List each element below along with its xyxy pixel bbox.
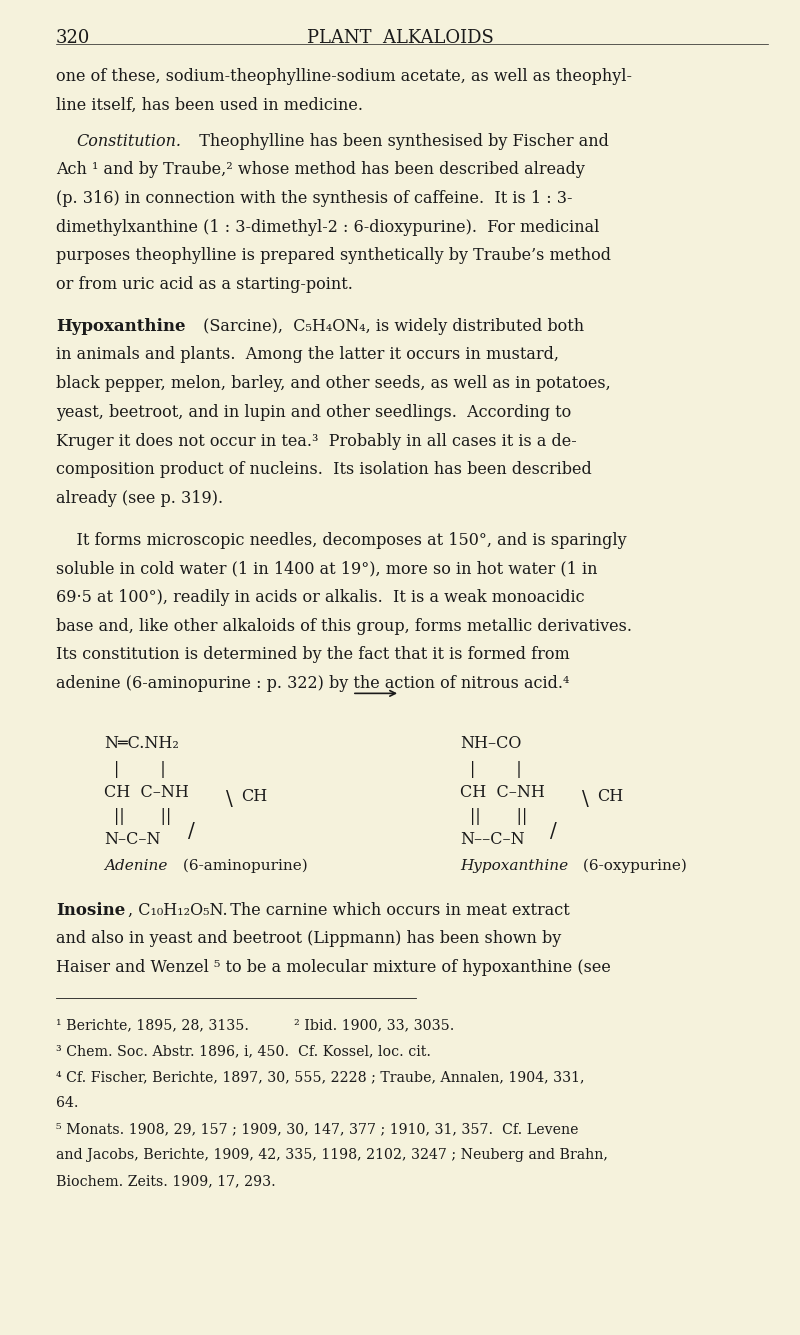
Text: adenine (6-aminopurine : p. 322) by the action of nitrous acid.⁴: adenine (6-aminopurine : p. 322) by the …	[56, 676, 570, 692]
Text: line itself, has been used in medicine.: line itself, has been used in medicine.	[56, 96, 363, 113]
Text: yeast, beetroot, and in lupin and other seedlings.  According to: yeast, beetroot, and in lupin and other …	[56, 405, 571, 421]
Text: Inosine: Inosine	[56, 901, 126, 918]
Text: dimethylxanthine (1 : 3-dimethyl-2 : 6-dioxypurine).  For medicinal: dimethylxanthine (1 : 3-dimethyl-2 : 6-d…	[56, 219, 599, 236]
Text: /: /	[550, 822, 556, 841]
Text: and Jacobs, Berichte, 1909, 42, 335, 1198, 2102, 3247 ; Neuberg and Brahn,: and Jacobs, Berichte, 1909, 42, 335, 119…	[56, 1148, 608, 1163]
Text: The carnine which occurs in meat extract: The carnine which occurs in meat extract	[220, 901, 570, 918]
Text: ¹ Berichte, 1895, 28, 3135.          ² Ibid. 1900, 33, 3035.: ¹ Berichte, 1895, 28, 3135. ² Ibid. 1900…	[56, 1017, 454, 1032]
Text: in animals and plants.  Among the latter it occurs in mustard,: in animals and plants. Among the latter …	[56, 347, 559, 363]
Text: Hypoxanthine: Hypoxanthine	[56, 318, 186, 335]
Text: soluble in cold water (1 in 1400 at 19°), more so in hot water (1 in: soluble in cold water (1 in 1400 at 19°)…	[56, 561, 598, 577]
Text: CH: CH	[242, 788, 268, 805]
Text: CH  C–NH: CH C–NH	[460, 784, 545, 801]
Text: ⁴ Cf. Fischer, Berichte, 1897, 30, 555, 2228 ; Traube, Annalen, 1904, 331,: ⁴ Cf. Fischer, Berichte, 1897, 30, 555, …	[56, 1071, 585, 1084]
Text: CH: CH	[598, 788, 624, 805]
Text: (6-oxypurine): (6-oxypurine)	[578, 858, 687, 873]
Text: 320: 320	[56, 29, 90, 47]
Text: , C₁₀H₁₂O₅N.: , C₁₀H₁₂O₅N.	[128, 901, 228, 918]
Text: 64.: 64.	[56, 1096, 78, 1111]
Text: Biochem. Zeits. 1909, 17, 293.: Biochem. Zeits. 1909, 17, 293.	[56, 1175, 276, 1188]
Text: N═C.NH₂: N═C.NH₂	[104, 736, 179, 753]
Text: composition product of nucleins.  Its isolation has been described: composition product of nucleins. Its iso…	[56, 462, 592, 478]
Text: base and, like other alkaloids of this group, forms metallic derivatives.: base and, like other alkaloids of this g…	[56, 618, 632, 634]
Text: |        |: | |	[114, 761, 166, 778]
Text: ||       ||: || ||	[114, 808, 171, 825]
Text: CH  C–NH: CH C–NH	[104, 784, 189, 801]
Text: 69·5 at 100°), readily in acids or alkalis.  It is a weak monoacidic: 69·5 at 100°), readily in acids or alkal…	[56, 589, 585, 606]
Text: NH–CO: NH–CO	[460, 736, 522, 753]
Text: ⁵ Monats. 1908, 29, 157 ; 1909, 30, 147, 377 ; 1910, 31, 357.  Cf. Levene: ⁵ Monats. 1908, 29, 157 ; 1909, 30, 147,…	[56, 1123, 578, 1136]
Text: and also in yeast and beetroot (Lippmann) has been shown by: and also in yeast and beetroot (Lippmann…	[56, 930, 562, 948]
Text: or from uric acid as a starting-point.: or from uric acid as a starting-point.	[56, 276, 353, 294]
Text: |        |: | |	[470, 761, 522, 778]
Text: \: \	[582, 789, 588, 809]
Text: N–C–N: N–C–N	[104, 832, 161, 848]
Text: It forms microscopic needles, decomposes at 150°, and is sparingly: It forms microscopic needles, decomposes…	[56, 531, 626, 549]
Text: Adenine: Adenine	[104, 858, 167, 873]
Text: N––C–N: N––C–N	[460, 832, 525, 848]
Text: Ach ¹ and by Traube,² whose method has been described already: Ach ¹ and by Traube,² whose method has b…	[56, 162, 585, 179]
Text: purposes theophylline is prepared synthetically by Traube’s method: purposes theophylline is prepared synthe…	[56, 247, 611, 264]
Text: (p. 316) in connection with the synthesis of caffeine.  It is 1 : 3-: (p. 316) in connection with the synthesi…	[56, 190, 573, 207]
Text: (6-aminopurine): (6-aminopurine)	[178, 858, 308, 873]
Text: PLANT  ALKALOIDS: PLANT ALKALOIDS	[306, 29, 494, 47]
Text: (Sarcine),  C₅H₄ON₄, is widely distributed both: (Sarcine), C₅H₄ON₄, is widely distribute…	[198, 318, 585, 335]
Text: /: /	[188, 822, 194, 841]
Text: ³ Chem. Soc. Abstr. 1896, i, 450.  Cf. Kossel, loc. cit.: ³ Chem. Soc. Abstr. 1896, i, 450. Cf. Ko…	[56, 1044, 431, 1057]
Text: \: \	[226, 789, 232, 809]
Text: Its constitution is determined by the fact that it is formed from: Its constitution is determined by the fa…	[56, 646, 570, 663]
Text: Theophylline has been synthesised by Fischer and: Theophylline has been synthesised by Fis…	[189, 132, 609, 150]
Text: ||       ||: || ||	[470, 808, 527, 825]
Text: Haiser and Wenzel ⁵ to be a molecular mixture of hypoxanthine (see: Haiser and Wenzel ⁵ to be a molecular mi…	[56, 959, 611, 976]
Text: Hypoxanthine: Hypoxanthine	[460, 858, 568, 873]
Text: Kruger it does not occur in tea.³  Probably in all cases it is a de-: Kruger it does not occur in tea.³ Probab…	[56, 433, 577, 450]
Text: Constitution.: Constitution.	[76, 132, 181, 150]
Text: black pepper, melon, barley, and other seeds, as well as in potatoes,: black pepper, melon, barley, and other s…	[56, 375, 610, 392]
Text: one of these, sodium-theophylline-sodium acetate, as well as theophyl-: one of these, sodium-theophylline-sodium…	[56, 68, 632, 85]
Text: already (see p. 319).: already (see p. 319).	[56, 490, 223, 507]
